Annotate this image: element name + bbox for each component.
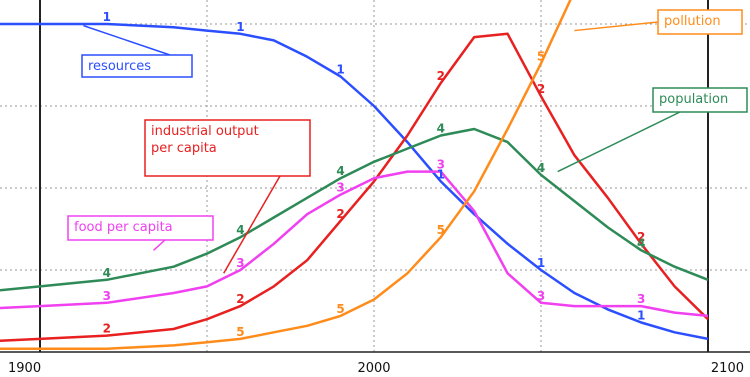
- label-resources-text: resources: [88, 59, 151, 74]
- label-industrial-output-box: [144, 119, 311, 177]
- series-line-3: [0, 170, 709, 318]
- series-marker: 2: [637, 230, 645, 244]
- x-tick-labels: 1900 2000 2100: [8, 361, 744, 376]
- x-tick-label: 1900: [8, 361, 41, 376]
- series-marker: 5: [236, 325, 244, 339]
- series-marker: 3: [437, 158, 445, 172]
- series-marker: 2: [537, 82, 545, 96]
- label-industrial-output-text: industrial output: [151, 124, 259, 139]
- series-marker: 3: [336, 181, 344, 195]
- series-marker: 1: [103, 10, 111, 24]
- label-industrial-output-text: per capita: [151, 141, 217, 156]
- series-marker: 1: [637, 308, 645, 322]
- series-marker: 4: [637, 236, 645, 250]
- label-population-leader: [557, 111, 681, 173]
- series-line-4: [0, 127, 709, 292]
- series-marker: 1: [336, 62, 344, 76]
- series-marker: 4: [236, 223, 244, 237]
- label-food-per-capita-box: [67, 215, 214, 241]
- label-food-per-capita-leader: [153, 239, 166, 251]
- series-line-5: [0, 0, 572, 350]
- series-marker: 2: [336, 207, 344, 221]
- label-pollution-text: pollution: [664, 14, 721, 29]
- axes: [0, 0, 750, 353]
- series-labels: resources industrial output per capita food…: [67, 9, 748, 274]
- series-marker: 3: [236, 256, 244, 270]
- label-resources-box: [81, 54, 193, 78]
- label-pollution-box: [657, 9, 743, 35]
- label-resources-leader: [83, 24, 171, 56]
- series-marker: 2: [103, 322, 111, 336]
- label-industrial-output-leader: [223, 175, 281, 274]
- label-population-box: [652, 87, 748, 113]
- label-pollution-leader: [574, 21, 659, 32]
- series-marker: 1: [437, 167, 445, 181]
- series-marker: 3: [537, 289, 545, 303]
- series-marker: 5: [437, 223, 445, 237]
- series-marker: 5: [336, 302, 344, 316]
- series-marker: 2: [236, 292, 244, 306]
- series-marker: 3: [637, 292, 645, 306]
- series-marker: 4: [103, 266, 111, 280]
- series-markers: 1 1 1 1 1 1 2 2 2 2 2 2 3 3 3 3 3 3 4 4 4 4 4 4 5 5 5 5: [103, 10, 646, 339]
- series-marker: 5: [537, 49, 545, 63]
- series-marker: 4: [437, 122, 445, 136]
- series-marker: 1: [537, 256, 545, 270]
- label-food-per-capita-text: food per capita: [74, 220, 173, 235]
- series-marker: 1: [236, 20, 244, 34]
- series-marker: 2: [437, 69, 445, 83]
- series-marker: 3: [103, 289, 111, 303]
- x-tick-label: 2100: [711, 361, 744, 376]
- label-population-text: population: [659, 92, 728, 107]
- series-line-2: [0, 32, 709, 343]
- series-marker: 4: [537, 161, 545, 175]
- series-lines: [0, 0, 709, 350]
- series-marker: 4: [336, 164, 344, 178]
- x-tick-label: 2000: [357, 361, 390, 376]
